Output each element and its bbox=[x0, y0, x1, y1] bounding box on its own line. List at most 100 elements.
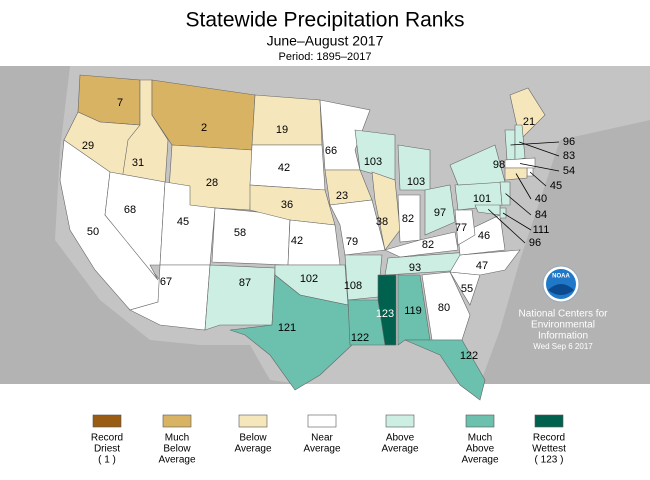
legend-label: ( 1 ) bbox=[98, 455, 116, 466]
state-rank: 98 bbox=[493, 159, 505, 171]
state bbox=[377, 274, 397, 346]
leader-line bbox=[487, 208, 526, 244]
state bbox=[457, 214, 506, 256]
legend-swatch bbox=[465, 414, 495, 428]
state-rank: 47 bbox=[476, 260, 488, 272]
legend-label: Average bbox=[381, 444, 419, 455]
state bbox=[329, 199, 386, 256]
legend-label: Record bbox=[91, 433, 123, 444]
leader-line bbox=[502, 212, 532, 231]
state-rank: 83 bbox=[563, 150, 575, 162]
credit-line: Wed Sep 6 2017 bbox=[533, 342, 593, 351]
state bbox=[449, 249, 521, 276]
state-rank: 108 bbox=[344, 280, 362, 292]
state-rank: 119 bbox=[404, 305, 422, 317]
state-rank: 66 bbox=[325, 145, 337, 157]
state-labels: 7 29 31 2 28 50 68 45 67 58 87 19 42 36 42 102 121 66 23 79… bbox=[82, 97, 575, 362]
state-rank: 50 bbox=[87, 226, 99, 238]
state-rank: 80 bbox=[438, 302, 450, 314]
state-rank: 29 bbox=[82, 140, 94, 152]
state-rank: 84 bbox=[535, 209, 547, 221]
state bbox=[204, 264, 276, 331]
state bbox=[504, 157, 536, 169]
ocean bbox=[480, 120, 650, 384]
state-rank: 40 bbox=[535, 193, 547, 205]
state bbox=[251, 94, 323, 146]
subtitle: June–August 2017 bbox=[267, 33, 384, 49]
legend-swatch bbox=[385, 414, 415, 428]
legend-label: Average bbox=[461, 455, 499, 466]
legend-label: Record bbox=[533, 433, 565, 444]
leader-line bbox=[519, 163, 560, 172]
legend-label: Driest bbox=[94, 444, 120, 455]
state-rank: 122 bbox=[351, 332, 369, 344]
legend-swatch bbox=[238, 414, 268, 428]
state bbox=[229, 274, 353, 391]
state-rank: 96 bbox=[563, 136, 575, 148]
state bbox=[404, 339, 486, 401]
title: Statewide Precipitation Ranks bbox=[186, 9, 465, 32]
legend-label: Much bbox=[468, 433, 492, 444]
state-rank: 46 bbox=[478, 230, 490, 242]
state bbox=[344, 254, 383, 301]
legend-label: ( 123 ) bbox=[535, 455, 564, 466]
leader-line bbox=[515, 173, 532, 200]
state-rank: 96 bbox=[529, 237, 541, 249]
state-rank: 23 bbox=[336, 190, 348, 202]
legend-label: Average bbox=[158, 455, 196, 466]
state-rank: 45 bbox=[177, 216, 189, 228]
state-rank: 58 bbox=[234, 227, 246, 239]
legend-label: Below bbox=[239, 433, 267, 444]
state-rank: 42 bbox=[278, 162, 290, 174]
state-rank: 102 bbox=[300, 273, 318, 285]
ocean bbox=[0, 66, 300, 384]
state-rank: 122 bbox=[460, 350, 478, 362]
legend-swatch bbox=[307, 414, 337, 428]
state-rank: 28 bbox=[206, 177, 218, 189]
logo-wave bbox=[548, 284, 574, 295]
state-rank: 38 bbox=[376, 216, 388, 228]
period: Period: 1895–2017 bbox=[279, 51, 372, 63]
leader-line bbox=[529, 171, 547, 187]
state bbox=[424, 184, 456, 236]
state-rank: 36 bbox=[281, 199, 293, 211]
state-rank: 68 bbox=[124, 204, 136, 216]
state-rank: 7 bbox=[117, 97, 123, 109]
state-rank: 67 bbox=[160, 276, 172, 288]
state-rank: 54 bbox=[563, 165, 575, 177]
legend-swatch bbox=[92, 414, 122, 428]
state-rank: 77 bbox=[455, 222, 467, 234]
state bbox=[474, 204, 501, 216]
credit-line: Information bbox=[538, 331, 588, 342]
state-rank: 31 bbox=[132, 157, 144, 169]
leader-line bbox=[519, 141, 560, 157]
state-rank: 2 bbox=[201, 122, 207, 134]
legend-label: Average bbox=[303, 444, 341, 455]
state-rank: 123 bbox=[376, 308, 394, 320]
state-rank: 82 bbox=[422, 239, 434, 251]
state bbox=[421, 271, 471, 341]
states bbox=[59, 74, 546, 401]
state bbox=[384, 231, 459, 258]
state-rank: 45 bbox=[550, 180, 562, 192]
state-rank: 97 bbox=[434, 207, 446, 219]
state-rank: 55 bbox=[461, 283, 473, 295]
state-rank: 19 bbox=[276, 124, 288, 136]
legend-label: Near bbox=[311, 433, 333, 444]
credit-line: National Centers for bbox=[519, 309, 609, 320]
state-rank: 42 bbox=[291, 235, 303, 247]
state-rank: 103 bbox=[364, 156, 382, 168]
credit-line: Environmental bbox=[531, 320, 595, 331]
leader-line bbox=[510, 141, 560, 146]
state-rank: 21 bbox=[523, 116, 535, 128]
state bbox=[371, 171, 401, 251]
legend-label: Much bbox=[165, 433, 189, 444]
state bbox=[499, 181, 511, 206]
legend-label: Above bbox=[466, 444, 495, 455]
legend-label: Average bbox=[234, 444, 272, 455]
legend-swatch bbox=[534, 414, 564, 428]
state bbox=[454, 209, 476, 246]
state-rank: 101 bbox=[473, 193, 491, 205]
